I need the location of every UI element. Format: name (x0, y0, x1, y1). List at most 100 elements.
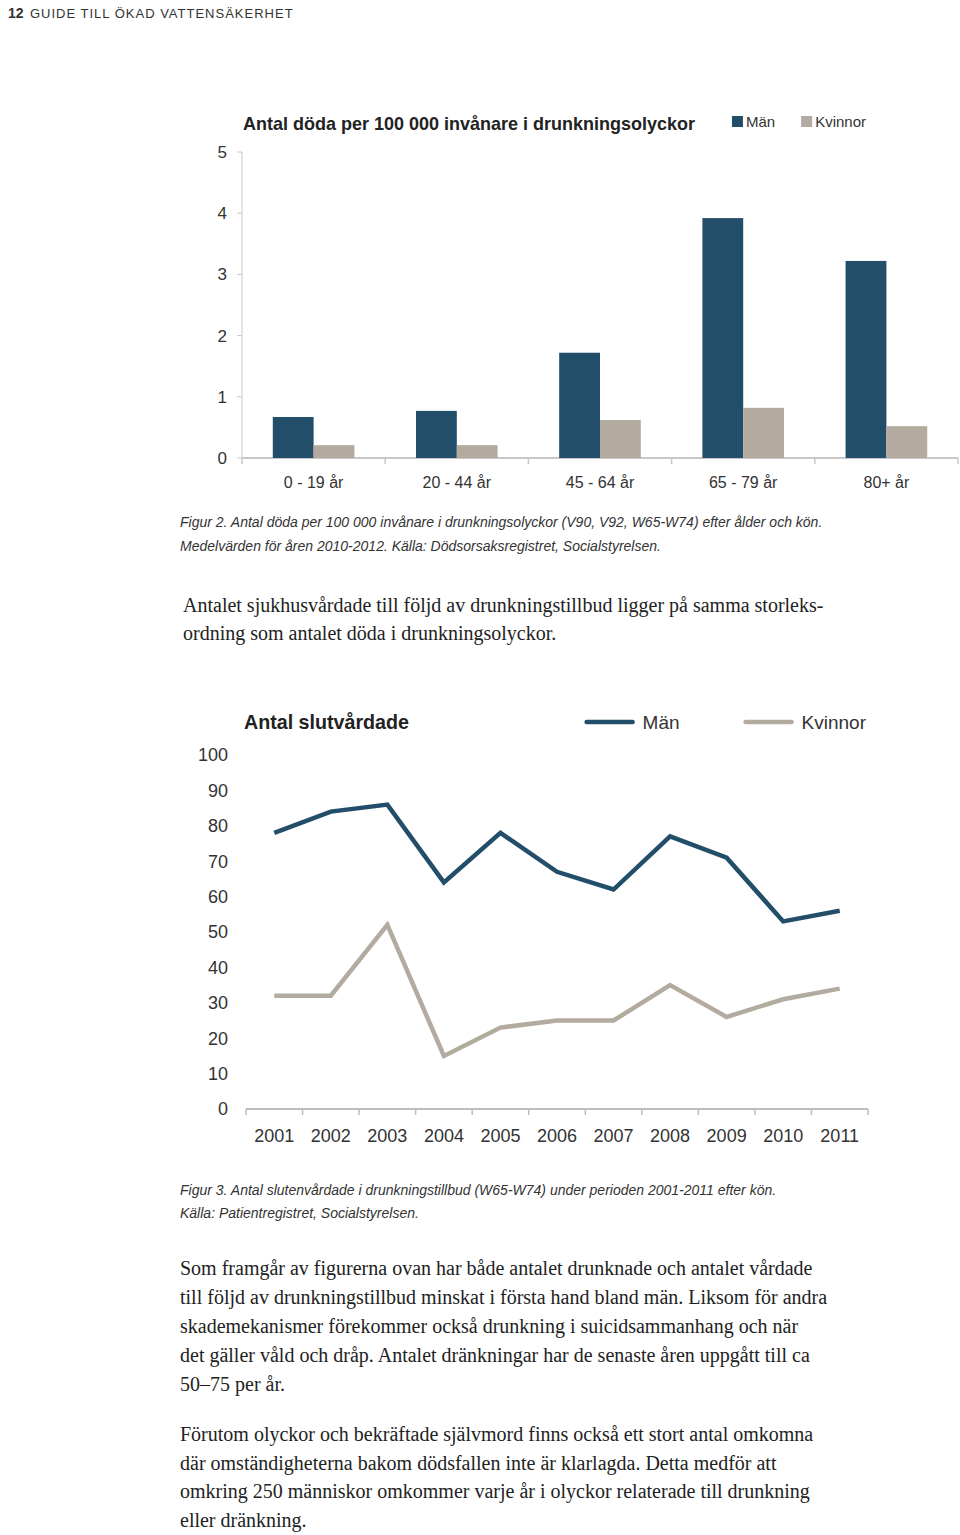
x-tick-label: 2007 (594, 1126, 634, 1146)
chart-title: Antal döda per 100 000 invånare i drunkn… (243, 113, 696, 134)
paragraph-line: skademekanismer förekommer också drunkni… (180, 1315, 798, 1338)
bar (846, 261, 887, 458)
y-tick-label: 1 (218, 388, 227, 407)
y-tick (237, 213, 242, 214)
page: 12GUIDE TILL ÖKAD VATTENSÄKERHETAntal dö… (0, 0, 960, 1535)
page-number: 12 (8, 5, 24, 21)
category-boundary (384, 458, 386, 464)
y-tick-label: 50 (208, 922, 228, 942)
x-axis-line (246, 1108, 868, 1110)
y-axis-line (242, 152, 243, 458)
x-tick-label: 2011 (820, 1126, 859, 1146)
category-boundary (867, 1109, 869, 1115)
legend-swatch (587, 720, 633, 725)
bar (743, 408, 784, 458)
category-boundary (302, 1109, 304, 1115)
legend-swatch (746, 720, 792, 725)
x-tick-label: 2003 (367, 1126, 407, 1146)
category-boundary (241, 458, 243, 464)
paragraph-line: ordning som antalet döda i drunkningsoly… (183, 622, 556, 645)
category-boundary (671, 458, 673, 464)
chart-title: Antal slutvårdade (244, 710, 409, 733)
y-tick (237, 335, 242, 336)
category-boundary (698, 1109, 700, 1115)
bar (273, 417, 314, 458)
y-tick-label: 90 (208, 781, 228, 801)
paragraph-line: där omständigheterna bakom dödsfallen in… (180, 1452, 777, 1475)
x-tick-label: 2009 (707, 1126, 747, 1146)
x-tick-label: 2001 (254, 1126, 294, 1146)
category-boundary (245, 1109, 247, 1115)
paragraph-line: Som framgår av figurerna ovan har både a… (180, 1257, 813, 1280)
y-tick-label: 40 (208, 958, 228, 978)
y-tick-label: 0 (218, 449, 227, 468)
y-tick-label: 0 (218, 1099, 228, 1119)
y-tick-label: 30 (208, 993, 228, 1013)
legend-swatch (801, 116, 812, 127)
y-tick-label: 80 (208, 816, 228, 836)
x-tick-label: 2002 (311, 1126, 351, 1146)
category-boundary (641, 1109, 643, 1115)
x-tick-label: 45 - 64 år (566, 474, 635, 491)
y-tick (237, 396, 242, 397)
category-boundary (528, 458, 530, 464)
running-title: GUIDE TILL ÖKAD VATTENSÄKERHET (30, 6, 294, 21)
paragraph-line: 50–75 per år. (180, 1373, 285, 1396)
y-tick-label: 4 (218, 204, 227, 223)
x-tick-label: 80+ år (863, 474, 909, 491)
category-boundary (415, 1109, 417, 1115)
bar (416, 411, 457, 458)
paragraph-line: omkring 250 människor omkommer varje år … (180, 1480, 810, 1503)
legend: Män Kvinnor (587, 712, 867, 733)
caption: Källa: Patientregistret, Socialstyrelsen… (180, 1205, 419, 1221)
bar (600, 420, 641, 458)
x-tick-label: 2008 (650, 1126, 690, 1146)
paragraph-line: till följd av drunkningstillbud minskat … (180, 1286, 827, 1309)
category-boundary (585, 1109, 587, 1115)
y-tick-label: 100 (198, 745, 228, 765)
marks (273, 218, 927, 458)
line (274, 805, 839, 922)
y-tick-label: 10 (208, 1064, 228, 1084)
category-boundary (814, 458, 816, 464)
legend: Män Kvinnor (732, 113, 866, 130)
paragraph-line: det gäller våld och dråp. Antalet dränkn… (180, 1344, 810, 1367)
y-tick-label: 5 (218, 143, 227, 162)
chart-1: Antal slutvårdade01020304050607080901002… (198, 710, 868, 1146)
category-boundary (528, 1109, 530, 1115)
x-tick-label: 65 - 79 år (709, 474, 778, 491)
paragraph-line: Förutom olyckor och bekräftade självmord… (180, 1423, 813, 1446)
paragraph-line: Antalet sjukhusvårdade till följd av dru… (183, 594, 823, 617)
y-tick-label: 60 (208, 887, 228, 907)
x-tick-label: 2010 (763, 1126, 803, 1146)
category-boundary (358, 1109, 360, 1115)
legend-label: Män (643, 712, 680, 733)
bar (886, 426, 927, 458)
bar (559, 353, 600, 458)
chart-0: Antal döda per 100 000 invånare i drunkn… (218, 113, 958, 491)
x-tick-label: 0 - 19 år (284, 474, 344, 491)
legend-label: Kvinnor (815, 113, 866, 130)
category-boundary (957, 458, 959, 464)
caption: Figur 2. Antal döda per 100 000 invånare… (180, 514, 822, 530)
category-boundary (811, 1109, 813, 1115)
caption: Medelvärden för åren 2010-2012. Källa: D… (180, 538, 661, 554)
y-tick-label: 2 (218, 327, 227, 346)
line (274, 925, 839, 1056)
x-tick-label: 20 - 44 år (423, 474, 492, 491)
x-tick-label: 2005 (480, 1126, 520, 1146)
legend-label: Kvinnor (802, 712, 867, 733)
bar (702, 218, 743, 458)
y-tick (237, 152, 242, 153)
y-tick-label: 20 (208, 1029, 228, 1049)
legend-label: Män (746, 113, 775, 130)
bar (314, 445, 355, 458)
x-tick-label: 2004 (424, 1126, 464, 1146)
bar (457, 445, 498, 458)
paragraph-line: eller dränkning. (180, 1509, 307, 1532)
x-tick-label: 2006 (537, 1126, 577, 1146)
legend-swatch (732, 116, 743, 127)
category-boundary (754, 1109, 756, 1115)
caption: Figur 3. Antal slutenvårdade i drunkning… (180, 1182, 776, 1198)
y-tick-label: 3 (218, 265, 227, 284)
